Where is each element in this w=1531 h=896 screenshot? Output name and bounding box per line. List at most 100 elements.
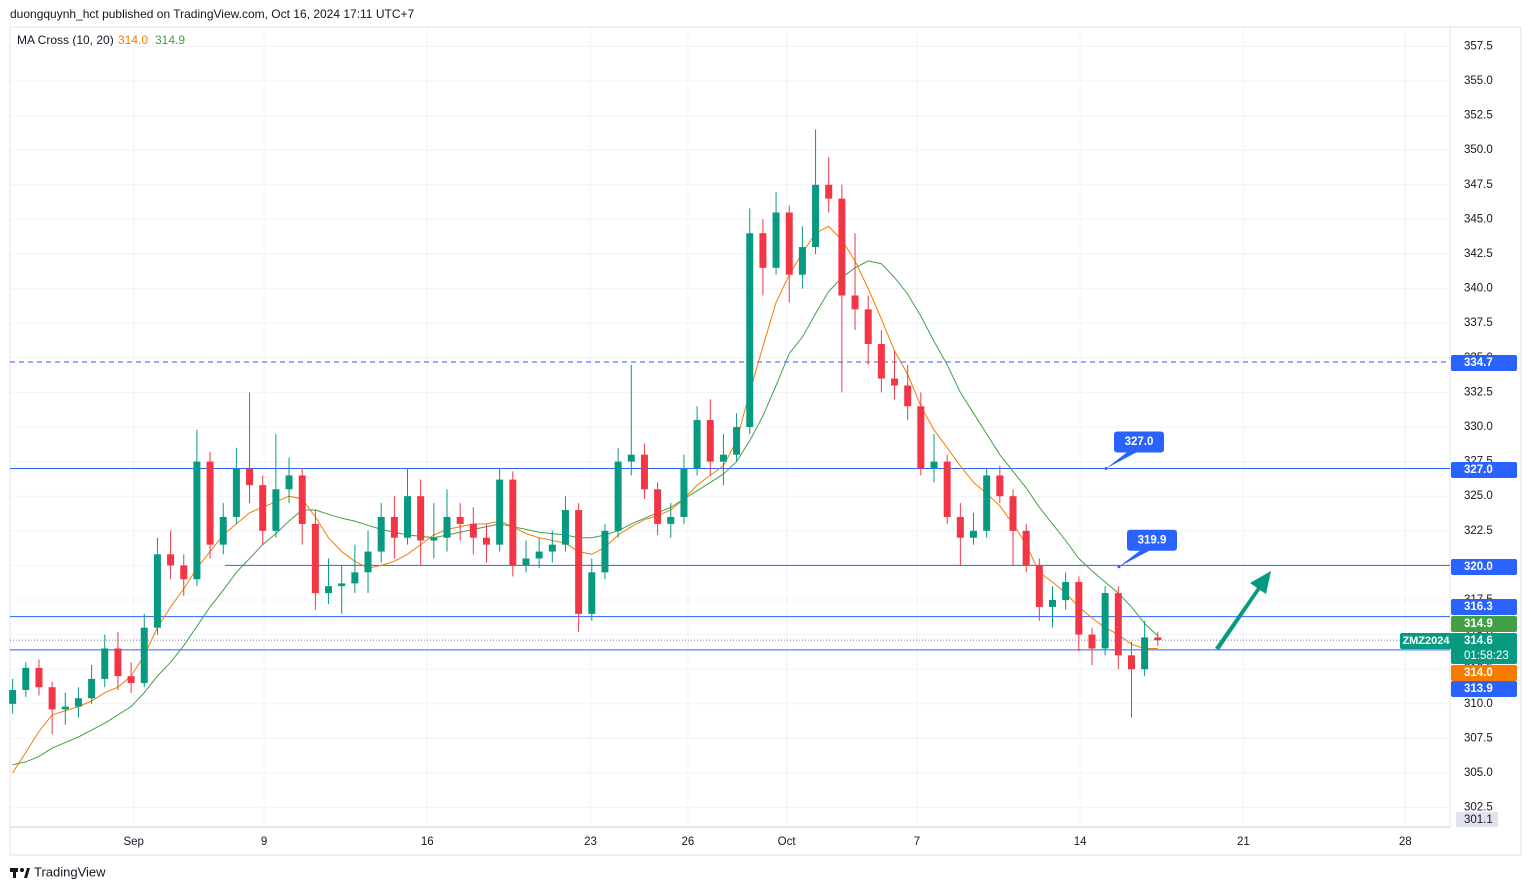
ma-badge: 314.9 xyxy=(1464,618,1493,630)
candle-body xyxy=(193,461,201,580)
candle-body xyxy=(588,572,596,614)
candle-body xyxy=(693,420,701,469)
candle-body xyxy=(654,489,662,524)
candle-body xyxy=(443,516,451,538)
candle-body xyxy=(877,343,885,379)
countdown: 01:58:23 xyxy=(1464,650,1509,662)
y-tick-label: 355.0 xyxy=(1464,75,1493,87)
candle-body xyxy=(548,544,556,552)
candle-body xyxy=(404,496,412,538)
symbol-bg xyxy=(1400,633,1452,649)
callout-label: 327.0 xyxy=(1125,436,1154,448)
candle-body xyxy=(61,706,69,710)
candle-body xyxy=(88,678,96,699)
candle-body xyxy=(785,212,793,275)
candle-body xyxy=(285,475,293,490)
candle-body xyxy=(482,537,490,545)
candle-body xyxy=(891,378,899,386)
callout-box xyxy=(1114,431,1164,453)
candle-body xyxy=(496,479,504,545)
candle-body xyxy=(351,572,359,584)
candle-body xyxy=(417,496,425,541)
level-badge-bg xyxy=(1451,681,1517,697)
candle-body xyxy=(74,698,82,707)
level-badge-bg xyxy=(1451,559,1517,575)
x-tick-label: 21 xyxy=(1237,836,1250,848)
candle-body xyxy=(219,516,227,545)
candle-body xyxy=(364,551,372,573)
trend-arrow xyxy=(1215,571,1271,650)
candle-body xyxy=(719,454,727,462)
ma-line xyxy=(12,225,1158,774)
ma-badge-bg xyxy=(1451,665,1517,681)
candle-body xyxy=(35,667,43,688)
level-badge-bg xyxy=(1451,599,1517,615)
x-tick-label: Sep xyxy=(123,836,143,848)
candle-body xyxy=(733,427,741,455)
candle-body xyxy=(1062,582,1070,601)
candle-body xyxy=(509,479,517,566)
ma-badge: 314.0 xyxy=(1464,667,1493,679)
y-tick-label: 310.0 xyxy=(1464,698,1493,710)
last-price-bg xyxy=(1451,633,1517,664)
x-tick-label: 26 xyxy=(681,836,694,848)
candle-body xyxy=(1088,634,1096,649)
candle-body xyxy=(825,184,833,199)
y-tick-label: 322.5 xyxy=(1464,525,1493,537)
y-tick-label: 337.5 xyxy=(1464,317,1493,329)
candle-body xyxy=(1127,655,1135,670)
candle-body xyxy=(798,247,806,275)
header: duongquynh_hct published on TradingView.… xyxy=(10,7,414,21)
x-tick-label: 9 xyxy=(261,836,267,848)
x-tick-label: Oct xyxy=(778,836,797,848)
y-tick-label: 330.0 xyxy=(1464,421,1493,433)
candle-body xyxy=(325,586,333,594)
candle-body xyxy=(1022,530,1030,566)
candle-body xyxy=(627,454,635,462)
level-badge: 320.0 xyxy=(1464,561,1493,573)
x-tick-label: 28 xyxy=(1399,836,1412,848)
candle-body xyxy=(259,485,267,531)
level-badge: 316.3 xyxy=(1464,601,1493,613)
candle-body xyxy=(1009,496,1017,531)
footer-brand: TradingView xyxy=(34,864,106,879)
level-badge-bg xyxy=(1451,355,1517,371)
candle-body xyxy=(667,516,675,524)
callout-label: 319.9 xyxy=(1138,534,1167,546)
candle-body xyxy=(232,468,240,517)
candle-body xyxy=(956,516,964,538)
candle-body xyxy=(759,233,767,268)
y-tick-label: 357.5 xyxy=(1464,40,1493,52)
indicator-title: MA Cross (10, 20) xyxy=(17,33,114,47)
level-badge: 313.9 xyxy=(1464,683,1493,695)
y-tick-label: 352.5 xyxy=(1464,110,1493,122)
axis-min: 301.1 xyxy=(1464,814,1493,826)
callout-pointer xyxy=(1119,549,1151,567)
candle-body xyxy=(311,523,319,594)
x-tick-label: 7 xyxy=(914,836,920,848)
candle-body xyxy=(272,489,280,531)
candle-body xyxy=(153,554,161,628)
candle-body xyxy=(930,461,938,469)
candle-body xyxy=(706,420,714,462)
candle-body xyxy=(680,468,688,517)
y-tick-label: 345.0 xyxy=(1464,213,1493,225)
candle-body xyxy=(812,184,820,248)
candle-body xyxy=(904,385,912,407)
candle-body xyxy=(390,516,398,538)
candle-body xyxy=(167,554,175,566)
candle-body xyxy=(970,530,978,538)
candle-body xyxy=(943,461,951,517)
x-tick-label: 16 xyxy=(421,836,434,848)
last-price: 314.6 xyxy=(1464,635,1493,647)
callout-pointer xyxy=(1106,451,1138,469)
candle-body xyxy=(1154,637,1162,641)
candle-body xyxy=(127,676,135,684)
candle-body xyxy=(377,516,385,552)
candle-body xyxy=(1075,582,1083,635)
candle-body xyxy=(838,198,846,296)
candle-body xyxy=(22,667,30,690)
candle-body xyxy=(851,295,859,310)
candle-body xyxy=(983,475,991,531)
candle-body xyxy=(614,461,622,531)
